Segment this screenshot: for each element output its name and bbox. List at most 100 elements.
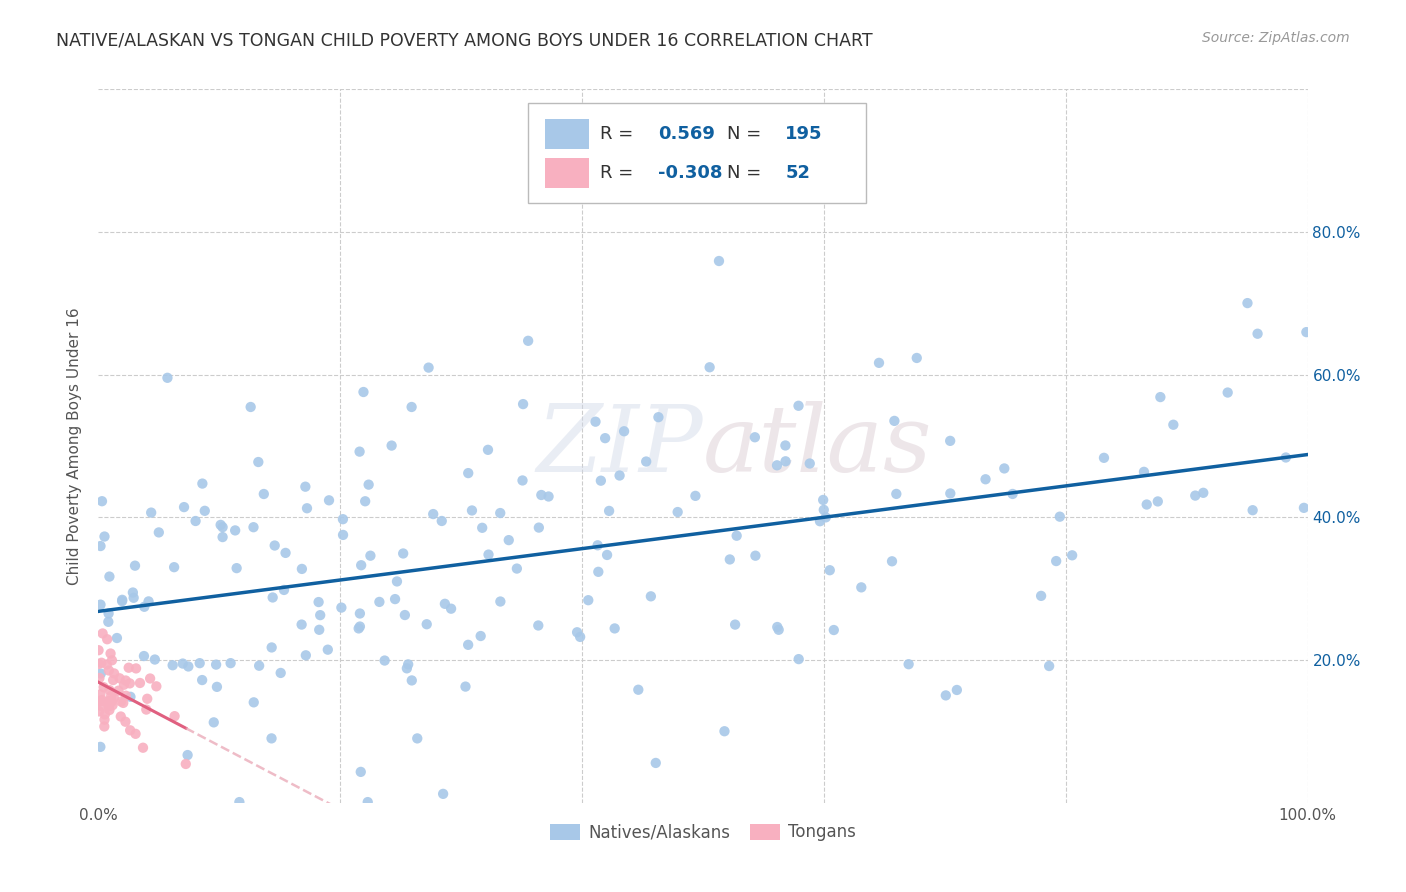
Point [471, 521, 494, 535]
Point [851, 580, 873, 594]
Point [357, 795, 380, 809]
Point [125, 661, 148, 675]
Point [211, 530, 233, 544]
Point [593, 431, 616, 445]
Point [194, 504, 217, 518]
Point [586, 538, 609, 552]
Point [744, 549, 766, 563]
Point [385, 574, 408, 589]
Point [138, 594, 160, 608]
Point [143, 652, 166, 666]
Point [1275, 450, 1298, 465]
Point [148, 525, 170, 540]
Point [775, 454, 797, 468]
Point [699, 360, 721, 375]
Point [636, 454, 658, 468]
Text: R =: R = [600, 164, 640, 182]
Point [239, 400, 262, 414]
Point [392, 546, 415, 560]
Point [97, 615, 120, 629]
Point [440, 601, 463, 615]
Point [134, 599, 156, 614]
Point [89, 739, 111, 754]
Point [103, 691, 125, 706]
Point [184, 514, 207, 528]
Point [294, 480, 316, 494]
Point [97, 664, 120, 678]
Point [1246, 326, 1268, 341]
Point [1236, 296, 1258, 310]
Point [173, 500, 195, 515]
Point [225, 561, 247, 575]
Point [374, 654, 396, 668]
Point [603, 622, 626, 636]
Point [418, 360, 440, 375]
Point [422, 507, 444, 521]
Text: 0.569: 0.569 [658, 125, 716, 143]
Point [1149, 390, 1171, 404]
Point [89, 687, 111, 701]
Point [91, 494, 114, 508]
Point [101, 698, 124, 713]
Point [1136, 498, 1159, 512]
Point [787, 399, 810, 413]
Point [766, 458, 789, 473]
Point [349, 619, 371, 633]
FancyBboxPatch shape [544, 120, 589, 149]
Point [384, 592, 406, 607]
Point [318, 493, 340, 508]
Point [506, 561, 529, 575]
Point [1146, 494, 1168, 508]
Point [89, 695, 111, 709]
Point [219, 656, 242, 670]
Point [262, 591, 284, 605]
Point [205, 657, 228, 672]
Point [136, 691, 159, 706]
Point [565, 625, 588, 640]
Point [1241, 503, 1264, 517]
Point [1192, 485, 1215, 500]
Point [818, 563, 841, 577]
Point [135, 702, 157, 716]
Point [880, 554, 903, 568]
Point [666, 505, 689, 519]
Point [191, 476, 214, 491]
Point [470, 629, 492, 643]
Point [332, 528, 354, 542]
Point [93, 713, 115, 727]
Point [775, 438, 797, 452]
Point [1133, 465, 1156, 479]
Point [270, 665, 292, 680]
Point [946, 683, 969, 698]
Point [1184, 489, 1206, 503]
Point [613, 424, 636, 438]
Point [211, 520, 233, 534]
Point [295, 648, 318, 663]
Point [163, 709, 186, 723]
Point [291, 617, 314, 632]
Point [129, 676, 152, 690]
Point [93, 680, 115, 694]
FancyBboxPatch shape [544, 158, 589, 187]
Point [330, 600, 353, 615]
Point [588, 565, 610, 579]
Point [512, 474, 534, 488]
Point [432, 787, 454, 801]
Point [260, 640, 283, 655]
Point [353, 384, 375, 399]
Text: Source: ZipAtlas.com: Source: ZipAtlas.com [1202, 31, 1350, 45]
Point [145, 679, 167, 693]
Point [596, 548, 619, 562]
Point [512, 397, 534, 411]
Point [406, 731, 429, 746]
Point [477, 442, 499, 457]
Point [89, 539, 111, 553]
Point [527, 618, 550, 632]
Point [124, 727, 146, 741]
Text: ZIP: ZIP [536, 401, 703, 491]
Point [105, 631, 128, 645]
Point [359, 549, 381, 563]
Point [993, 461, 1015, 475]
Point [90, 656, 112, 670]
Point [114, 673, 136, 688]
